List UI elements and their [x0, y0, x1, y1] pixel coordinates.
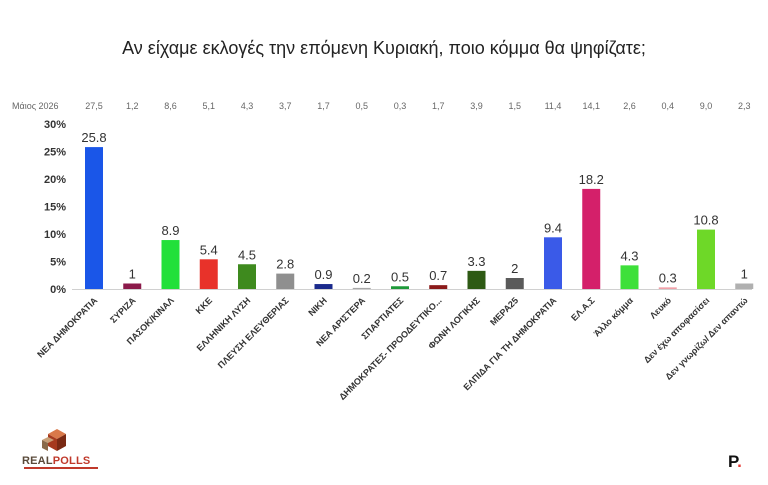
comparison-row-label: Μάιος 2026 [12, 101, 59, 111]
bar [620, 265, 639, 289]
y-tick-label: 0% [50, 284, 66, 296]
data-label: 1 [741, 267, 748, 282]
data-label: 0.2 [353, 271, 371, 286]
brand-mark: P. [728, 452, 742, 471]
comparison-value: 2,6 [623, 101, 636, 111]
comparison-value: 1,7 [432, 101, 445, 111]
bar [352, 287, 371, 289]
bar [391, 286, 409, 289]
comparison-value: 3,9 [470, 101, 483, 111]
bar [238, 264, 256, 289]
data-label: 3.3 [467, 254, 485, 269]
data-label: 9.4 [544, 220, 562, 235]
y-tick-label: 20% [44, 174, 66, 186]
y-tick-label: 10% [44, 229, 66, 241]
data-label: 0.9 [314, 267, 332, 282]
bar [505, 278, 524, 289]
bar [544, 237, 562, 289]
x-tick-label: ΕΛ.Α.Σ [569, 295, 597, 323]
bar [467, 270, 486, 289]
data-label: 2 [511, 261, 518, 276]
x-tick-label: Δεν έχω αποφασίσει [642, 295, 712, 365]
data-label: 10.8 [693, 213, 718, 228]
bar [429, 285, 448, 289]
data-label: 5.4 [200, 242, 218, 257]
bar [123, 283, 142, 289]
y-tick-label: 15% [44, 202, 66, 214]
comparison-value: 11,4 [545, 101, 562, 111]
data-label: 25.8 [81, 130, 106, 145]
data-label: 0.7 [429, 268, 447, 283]
comparison-value: 4,3 [241, 101, 254, 111]
bar [161, 240, 180, 289]
comparison-value: 27,5 [85, 101, 103, 111]
x-tick-label: ΝΙΚΗ [306, 295, 329, 318]
bar [199, 259, 218, 289]
comparison-value: 8,6 [164, 101, 177, 111]
bar [276, 273, 295, 289]
data-label: 4.3 [620, 248, 638, 263]
y-tick-label: 25% [44, 147, 66, 159]
comparison-value: 0,3 [394, 101, 407, 111]
comparison-value: 2,3 [738, 101, 751, 111]
comparison-value: 1,7 [317, 101, 330, 111]
bar [582, 188, 601, 289]
comparison-value: 9,0 [700, 101, 713, 111]
realpolls-cube-icon [42, 429, 66, 451]
chart-title: Αν είχαμε εκλογές την επόμενη Κυριακή, π… [122, 38, 646, 58]
data-label: 4.5 [238, 247, 256, 262]
comparison-value: 1,5 [508, 101, 521, 111]
x-tick-label: ΝΕΑ ΔΗΜΟΚΡΑΤΙΑ [35, 295, 100, 360]
comparison-value: 0,5 [355, 101, 368, 111]
x-tick-label: Λευκό [648, 295, 674, 321]
bar [85, 147, 103, 289]
data-label: 0.3 [659, 270, 677, 285]
realpolls-wordmark: REALPOLLS [22, 455, 91, 467]
x-tick-label: ΣΥΡΙΖΑ [108, 295, 138, 325]
data-label: 1 [129, 267, 136, 282]
x-tick-label: ΚΚΕ [194, 295, 215, 316]
realpolls-underline [24, 467, 98, 469]
data-label: 2.8 [276, 257, 294, 272]
bar [658, 287, 677, 289]
x-tick-label: Άλλο κόμμα [592, 295, 636, 339]
x-tick-label: ΜΕΡΑ25 [488, 295, 520, 327]
comparison-value: 0,4 [661, 101, 674, 111]
data-label: 0.5 [391, 269, 409, 284]
y-tick-label: 5% [50, 257, 66, 269]
x-tick-label: ΠΛΕΥΣΗ ΕΛΕΥΘΕΡΙΑΣ [216, 295, 291, 370]
y-tick-label: 30% [44, 119, 66, 131]
comparison-value: 14,1 [582, 101, 600, 111]
bar [314, 284, 333, 289]
data-label: 18.2 [579, 172, 604, 187]
data-label: 8.9 [161, 223, 179, 238]
comparison-value: 3,7 [279, 101, 292, 111]
bar [697, 229, 715, 289]
comparison-value: 5,1 [202, 101, 215, 111]
comparison-value: 1,2 [126, 101, 139, 111]
x-tick-label: Δεν γνωρίζω/ Δεν απαντώ [663, 295, 750, 382]
bar [735, 283, 754, 289]
